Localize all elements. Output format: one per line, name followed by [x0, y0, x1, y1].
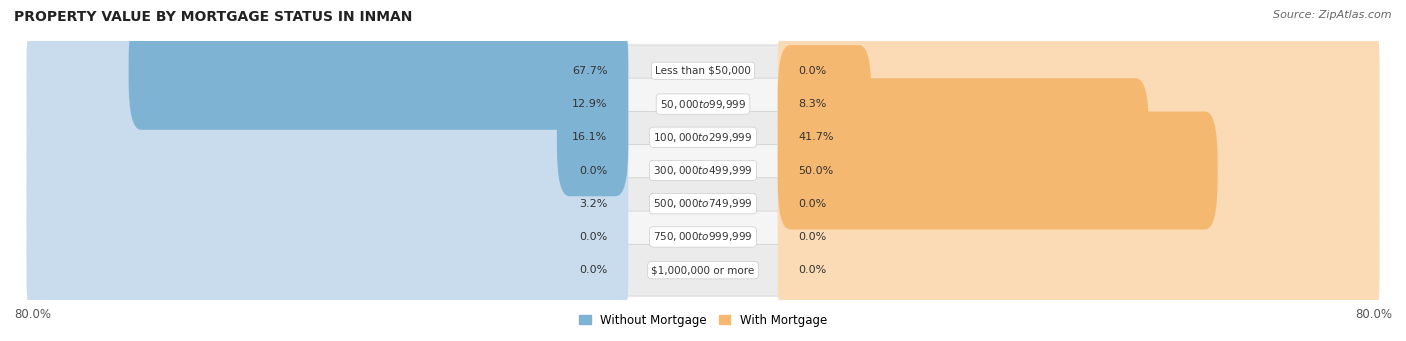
FancyBboxPatch shape	[557, 78, 628, 196]
FancyBboxPatch shape	[27, 178, 628, 296]
Text: $100,000 to $299,999: $100,000 to $299,999	[654, 131, 752, 144]
Text: 0.0%: 0.0%	[799, 66, 827, 76]
FancyBboxPatch shape	[28, 178, 1378, 229]
FancyBboxPatch shape	[27, 45, 628, 163]
Text: $1,000,000 or more: $1,000,000 or more	[651, 265, 755, 275]
Text: 80.0%: 80.0%	[1355, 308, 1392, 321]
Text: 0.0%: 0.0%	[579, 265, 607, 275]
FancyBboxPatch shape	[128, 12, 628, 130]
Text: 0.0%: 0.0%	[579, 232, 607, 242]
FancyBboxPatch shape	[778, 78, 1149, 196]
Text: 0.0%: 0.0%	[799, 232, 827, 242]
FancyBboxPatch shape	[778, 112, 1218, 229]
Text: $750,000 to $999,999: $750,000 to $999,999	[654, 231, 752, 243]
Text: 16.1%: 16.1%	[572, 132, 607, 142]
FancyBboxPatch shape	[28, 244, 1378, 296]
FancyBboxPatch shape	[778, 45, 872, 163]
Text: 0.0%: 0.0%	[799, 265, 827, 275]
FancyBboxPatch shape	[27, 211, 628, 329]
Text: 8.3%: 8.3%	[799, 99, 827, 109]
Text: $50,000 to $99,999: $50,000 to $99,999	[659, 98, 747, 110]
Text: 50.0%: 50.0%	[799, 165, 834, 176]
Text: 0.0%: 0.0%	[799, 199, 827, 209]
Text: Less than $50,000: Less than $50,000	[655, 66, 751, 76]
FancyBboxPatch shape	[583, 45, 628, 163]
FancyBboxPatch shape	[778, 112, 1379, 229]
FancyBboxPatch shape	[27, 145, 628, 263]
FancyBboxPatch shape	[778, 145, 1379, 263]
Text: 12.9%: 12.9%	[572, 99, 607, 109]
Text: $300,000 to $499,999: $300,000 to $499,999	[654, 164, 752, 177]
Text: 80.0%: 80.0%	[14, 308, 51, 321]
FancyBboxPatch shape	[778, 12, 1379, 130]
FancyBboxPatch shape	[778, 78, 1379, 196]
Text: 0.0%: 0.0%	[579, 165, 607, 176]
FancyBboxPatch shape	[28, 45, 1378, 97]
FancyBboxPatch shape	[28, 211, 1378, 263]
FancyBboxPatch shape	[28, 112, 1378, 163]
FancyBboxPatch shape	[778, 211, 1379, 329]
FancyBboxPatch shape	[778, 178, 1379, 296]
Text: 41.7%: 41.7%	[799, 132, 834, 142]
FancyBboxPatch shape	[27, 12, 628, 130]
FancyBboxPatch shape	[28, 78, 1378, 130]
FancyBboxPatch shape	[28, 145, 1378, 196]
Text: 67.7%: 67.7%	[572, 66, 607, 76]
Text: 3.2%: 3.2%	[579, 199, 607, 209]
Legend: Without Mortgage, With Mortgage: Without Mortgage, With Mortgage	[574, 309, 832, 332]
Text: Source: ZipAtlas.com: Source: ZipAtlas.com	[1274, 10, 1392, 20]
FancyBboxPatch shape	[27, 78, 628, 196]
FancyBboxPatch shape	[778, 45, 1379, 163]
Text: PROPERTY VALUE BY MORTGAGE STATUS IN INMAN: PROPERTY VALUE BY MORTGAGE STATUS IN INM…	[14, 10, 412, 24]
Text: $500,000 to $749,999: $500,000 to $749,999	[654, 197, 752, 210]
FancyBboxPatch shape	[27, 112, 628, 229]
